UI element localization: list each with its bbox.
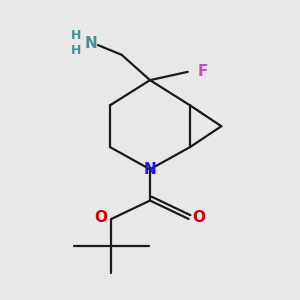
- Text: N: N: [144, 162, 156, 177]
- Text: O: O: [193, 210, 206, 225]
- Text: N: N: [84, 36, 97, 51]
- Text: H: H: [71, 44, 82, 57]
- Text: H: H: [71, 29, 82, 42]
- Text: O: O: [94, 210, 107, 225]
- Text: F: F: [198, 64, 208, 79]
